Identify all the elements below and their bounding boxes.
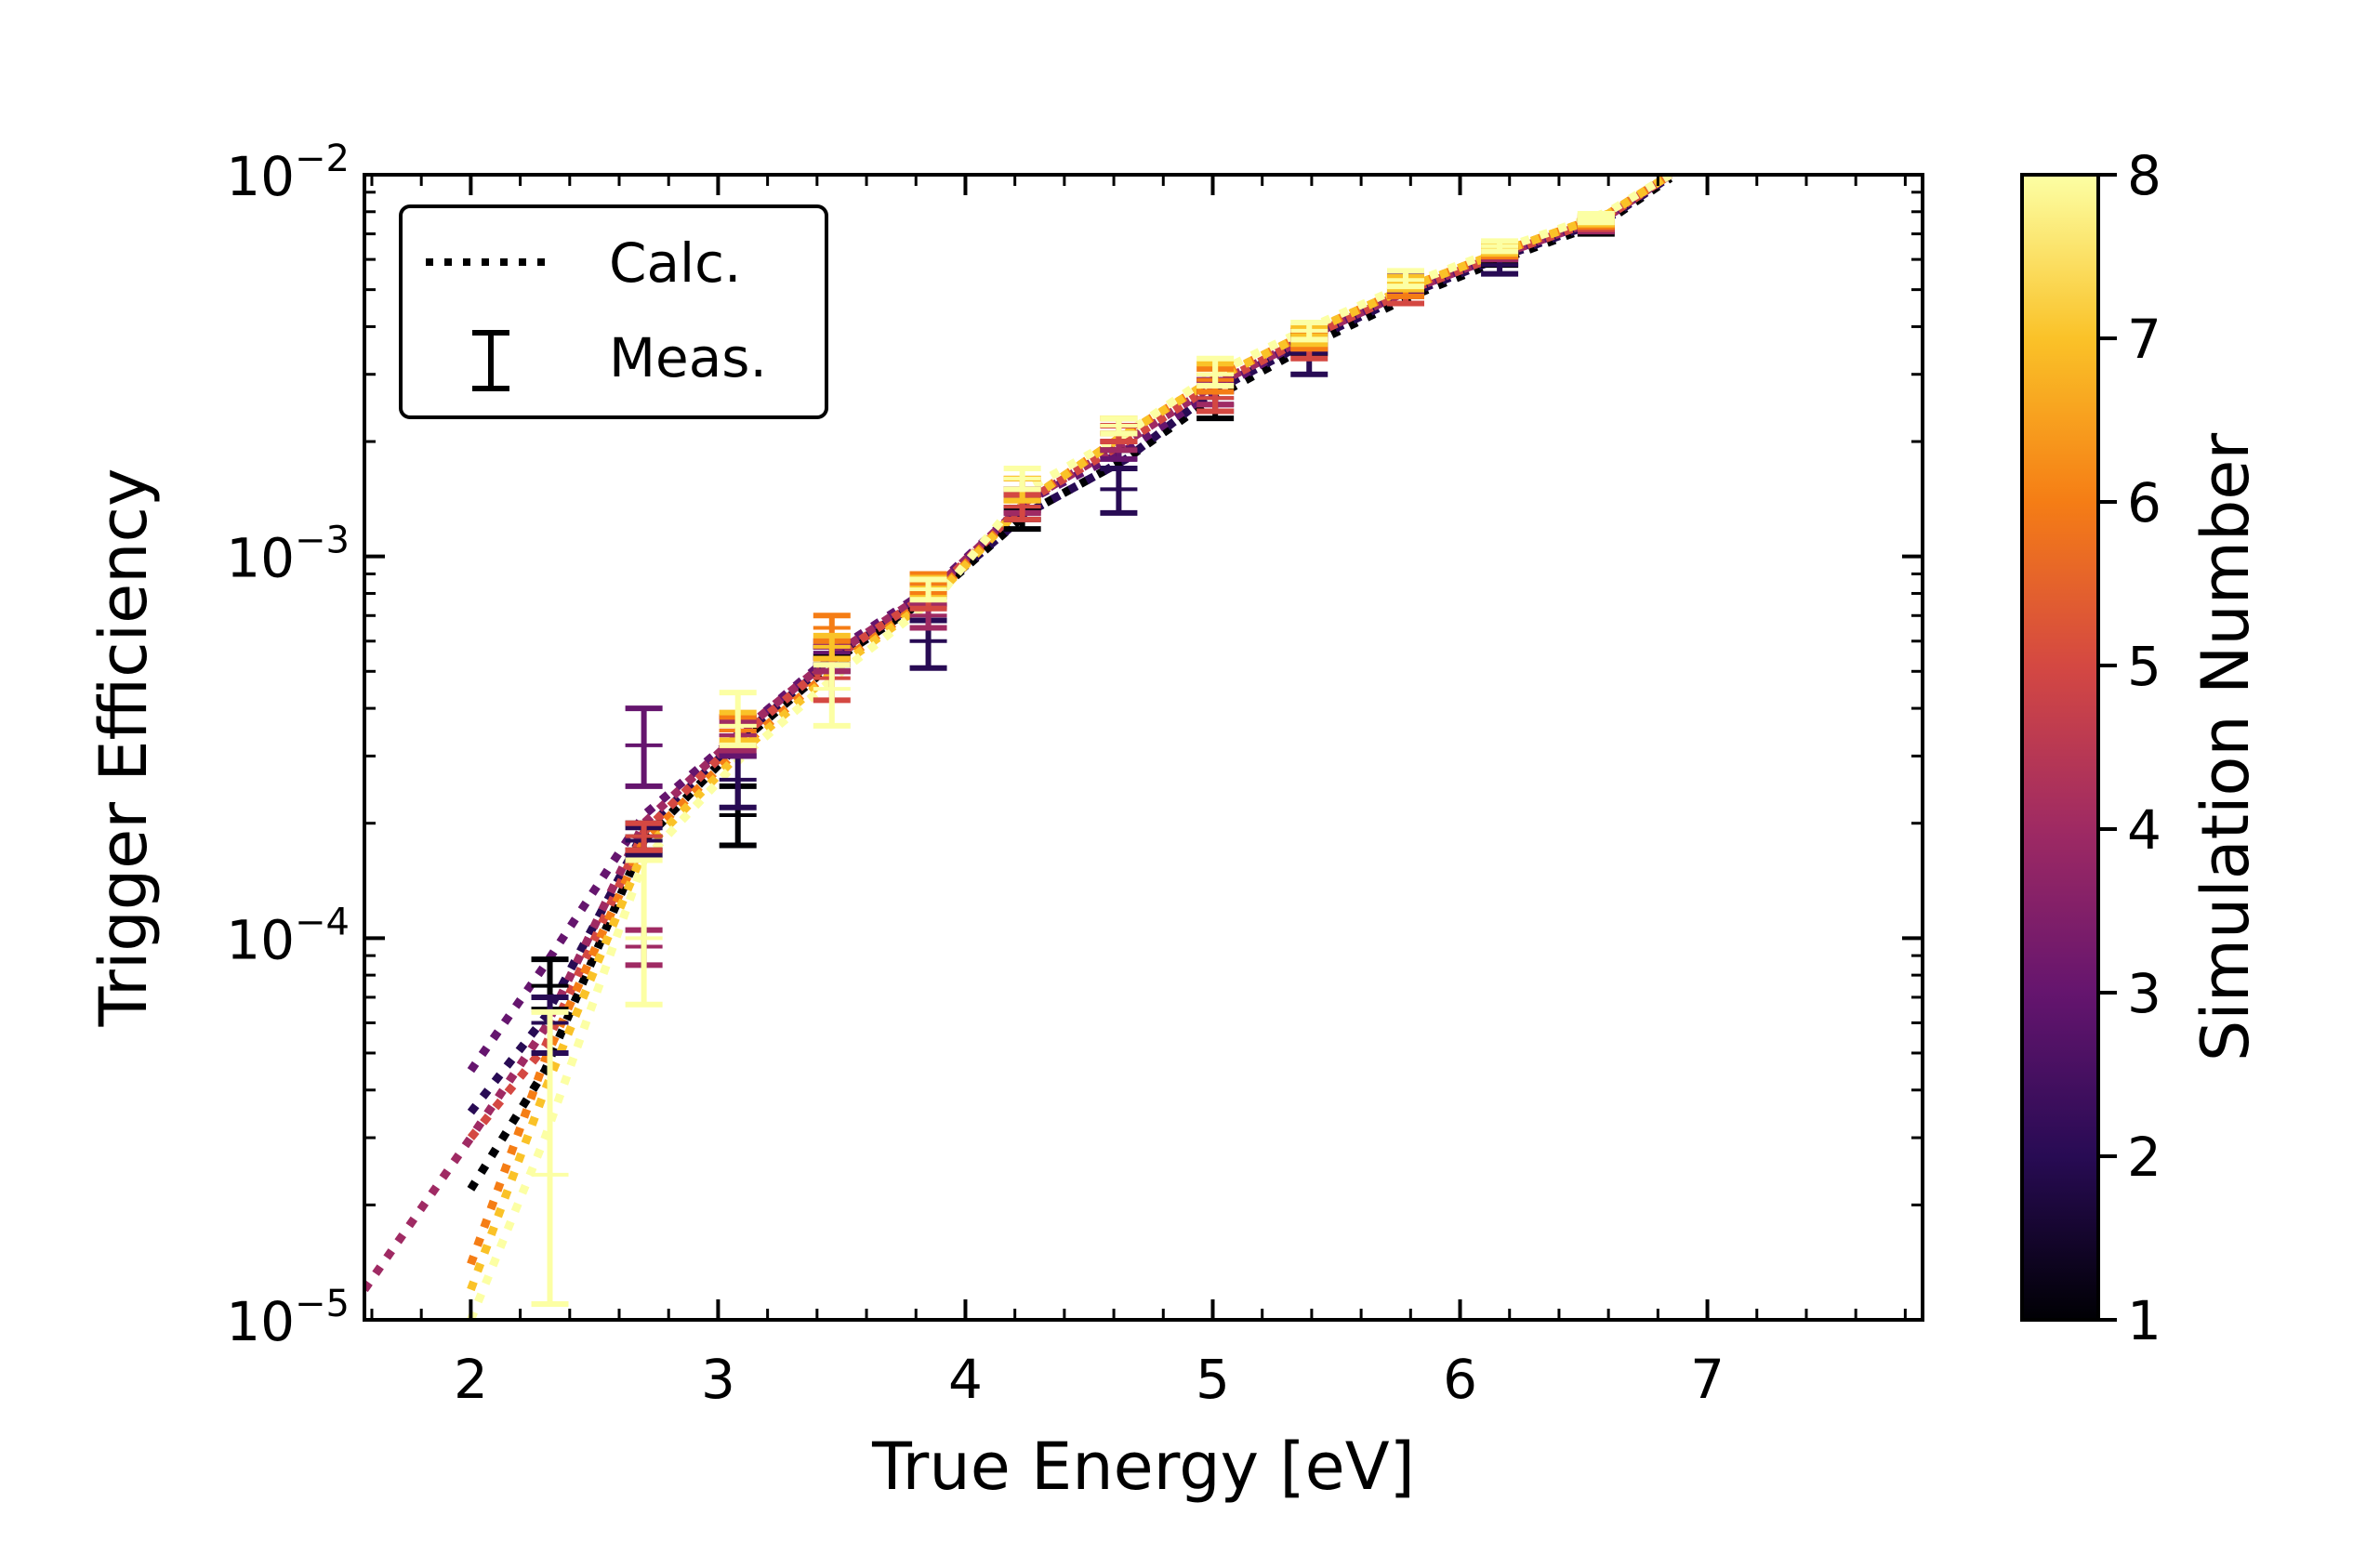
plot-frame (363, 173, 1924, 1322)
meas-errorbar-sim-3 (625, 705, 663, 789)
x-tick-label-0: 2 (454, 1348, 488, 1411)
calc-curve-sim-4 (364, 175, 1673, 1293)
colorbar: 1 2 3 4 5 6 7 8 Simulation Number (2020, 144, 2264, 1352)
plot-area (364, 175, 1673, 1320)
meas-errorbar-sim-8 (1577, 211, 1615, 226)
legend-meas-swatch (472, 330, 509, 391)
legend-calc-label: Calc. (609, 231, 741, 295)
colorbar-gradient (2020, 173, 2100, 1322)
meas-errorbar-sim-8 (1386, 268, 1424, 290)
x-tick-label-1: 3 (701, 1348, 735, 1411)
x-tick-label-3: 5 (1196, 1348, 1230, 1411)
y-tick-label-1: 10−4 (226, 901, 350, 971)
meas-errorbar-sim-8 (1100, 415, 1138, 437)
colorbar-ticks: 1 2 3 4 5 6 7 8 (2098, 144, 2161, 1352)
meas-errorbar-sim-2 (1100, 466, 1138, 516)
meas-errorbar-sim-5 (625, 820, 663, 853)
y-axis-title: Trigger Efficiency (86, 468, 162, 1028)
legend-meas-label: Meas. (609, 326, 767, 389)
x-axis-title: True Energy [eV] (871, 1429, 1415, 1505)
y-axis-ticks: 10−5 10−4 10−3 10−2 (226, 138, 1923, 1353)
meas-errorbar-sim-7 (813, 632, 851, 662)
legend: Calc. Meas. (399, 204, 828, 419)
meas-errorbar-sim-8 (1290, 320, 1329, 343)
y-tick-label-3: 10−2 (226, 138, 350, 208)
meas-errorbar-sim-8 (813, 662, 851, 729)
colorbar-tick-label-0: 1 (2127, 1289, 2161, 1352)
meas-errorbar-sim-8 (1003, 466, 1041, 493)
y-tick-label-2: 10−3 (226, 520, 350, 590)
x-tick-label-5: 7 (1690, 1348, 1725, 1411)
colorbar-tick-label-3: 4 (2127, 798, 2161, 862)
colorbar-tick-label-4: 5 (2127, 635, 2161, 698)
meas-errorbar-sim-8 (625, 857, 663, 1008)
colorbar-tick-label-2: 3 (2127, 962, 2161, 1025)
x-tick-label-2: 4 (948, 1348, 983, 1411)
meas-errorbar-sim-8 (909, 576, 947, 603)
meas-errorbar-sim-8 (719, 690, 757, 748)
colorbar-tick-label-7: 8 (2127, 144, 2161, 207)
x-tick-label-4: 6 (1443, 1348, 1477, 1411)
colorbar-tick-label-5: 6 (2127, 471, 2161, 534)
colorbar-title: Simulation Number (2188, 433, 2264, 1062)
y-tick-label-0: 10−5 (226, 1283, 350, 1353)
calc-curve-sim-7 (467, 175, 1673, 1292)
colorbar-tick-label-6: 7 (2127, 308, 2161, 371)
meas-errorbar-sim-8 (1196, 355, 1235, 389)
meas-errorbar-sim-8 (531, 1008, 569, 1308)
calc-curve-sim-8 (467, 175, 1672, 1320)
x-axis-ticks: 2 3 4 5 6 7 (370, 175, 1907, 1411)
colorbar-tick-label-1: 2 (2127, 1126, 2161, 1189)
meas-errorbar-sim-8 (1481, 238, 1519, 255)
